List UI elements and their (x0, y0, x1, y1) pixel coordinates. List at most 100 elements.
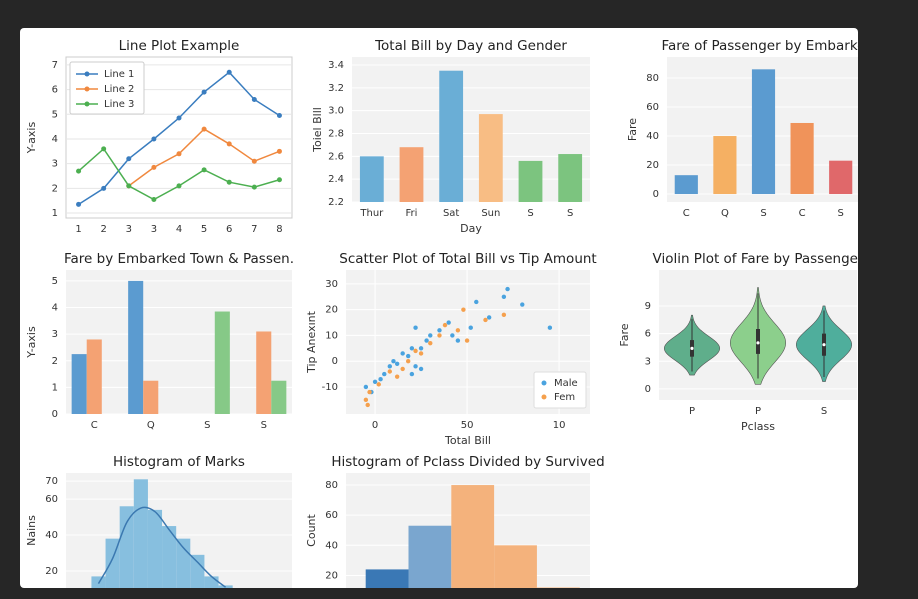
histogram-bar (408, 525, 452, 588)
point (376, 382, 381, 387)
y-tick-label: 3 (52, 159, 58, 170)
x-tick-label: S (760, 208, 766, 219)
point (455, 328, 461, 333)
chart-panel: Fare of Passenger by Embarke 0 20 40 60 80 C Q S… (626, 38, 858, 219)
y-tick-label: 4 (52, 303, 58, 314)
x-tick-label: Sun (481, 208, 500, 219)
chart-title: Line Plot Example (119, 38, 240, 54)
y-tick-label: 5 (52, 109, 58, 120)
y-tick-label: 30 (325, 279, 338, 290)
x-tick-label: S (838, 208, 844, 219)
y-tick-label: 3.2 (328, 83, 344, 94)
point (413, 325, 418, 330)
histogram-bar (494, 545, 537, 588)
histogram-bar (176, 538, 191, 588)
bar (271, 380, 287, 414)
point (76, 168, 82, 174)
point (394, 361, 400, 366)
chart-title: Violin Plot of Fare by Passenger (653, 251, 864, 267)
x-tick-label: 7 (251, 224, 257, 235)
x-tick-label: 0 (372, 420, 378, 431)
histogram-bar (147, 509, 163, 588)
y-tick-label: 1 (52, 208, 58, 219)
charts: Line Plot Example 1 2 3 4 5 6 7 1 2 3 3 4 5 6 7 8 Y-axis L… (25, 38, 864, 588)
histogram-bar (365, 569, 409, 588)
point (76, 201, 82, 207)
histogram-bar (536, 587, 580, 588)
y-axis-label: Nains (25, 515, 38, 546)
legend-marker (84, 101, 90, 107)
y-tick-label: 2 (52, 356, 58, 367)
point (437, 333, 442, 338)
bar (399, 147, 424, 202)
x-axis-label: Pclass (741, 420, 775, 433)
x-tick-label: 6 (226, 224, 232, 235)
point (276, 113, 282, 119)
y-tick-label: 20 (325, 570, 338, 581)
y-tick-label: 3.4 (328, 60, 344, 71)
y-tick-label: 0 (332, 356, 338, 367)
plot-area (66, 270, 292, 414)
plot-area (352, 57, 590, 202)
point (176, 183, 182, 189)
legend-marker (84, 86, 90, 92)
point (226, 141, 232, 147)
y-axis-label: Fare (618, 323, 631, 346)
y-tick-label: 60 (45, 494, 58, 505)
x-tick-label: C (799, 208, 806, 219)
point (409, 371, 415, 377)
point (201, 167, 207, 173)
y-tick-label: 2.2 (328, 197, 344, 208)
point (418, 346, 424, 351)
point (455, 338, 461, 343)
x-tick-label: S (821, 406, 827, 417)
x-tick-label: C (91, 420, 98, 431)
point (363, 384, 369, 390)
y-tick-label: 40 (325, 540, 338, 551)
y-tick-label: 0 (653, 189, 659, 200)
point (251, 96, 257, 102)
y-tick-label: 10 (325, 330, 338, 341)
x-tick-label: P (689, 406, 695, 417)
x-tick-label: S (204, 420, 210, 431)
legend-marker (541, 394, 547, 400)
point (400, 351, 405, 356)
point (363, 397, 369, 403)
legend-label: Line 2 (104, 84, 134, 95)
y-tick-label: 70 (45, 476, 58, 487)
bar (128, 280, 144, 414)
point (387, 369, 392, 374)
y-tick-label: 2.6 (328, 151, 344, 162)
y-tick-label: 6 (645, 329, 651, 340)
point (405, 358, 411, 364)
point (151, 164, 157, 170)
y-axis-label: Toiel Blll (311, 107, 324, 153)
violin-median (822, 343, 826, 347)
x-tick-label: 1 (75, 224, 81, 235)
x-axis-label: Total Bill (444, 434, 491, 447)
legend-marker (84, 71, 90, 77)
bar (439, 70, 464, 202)
chart-panel: Line Plot Example 1 2 3 4 5 6 7 1 2 3 3 4 5 6 7 8 Y-axis L… (25, 38, 293, 235)
point (446, 320, 451, 325)
point (405, 353, 411, 359)
x-tick-label: Sat (443, 208, 459, 219)
point (226, 69, 232, 75)
x-tick-label: 10 (553, 420, 566, 431)
point (391, 358, 396, 364)
point (428, 340, 433, 346)
y-tick-label: 60 (646, 102, 659, 113)
point (176, 115, 182, 121)
chart-panel: Scatter Plot of Total Bill vs Tip Amount… (305, 251, 597, 447)
x-tick-label: 8 (276, 224, 282, 235)
point (176, 151, 182, 157)
x-tick-label: 3 (126, 224, 132, 235)
chart-title: Scatter Plot of Total Bill vs Tip Amount (339, 251, 596, 267)
y-tick-label: 6 (52, 85, 58, 96)
y-tick-label: 7 (52, 60, 58, 71)
bar (143, 380, 159, 414)
y-tick-label: 20 (325, 305, 338, 316)
point (468, 325, 473, 330)
x-tick-label: Q (721, 208, 729, 219)
point (394, 374, 400, 379)
